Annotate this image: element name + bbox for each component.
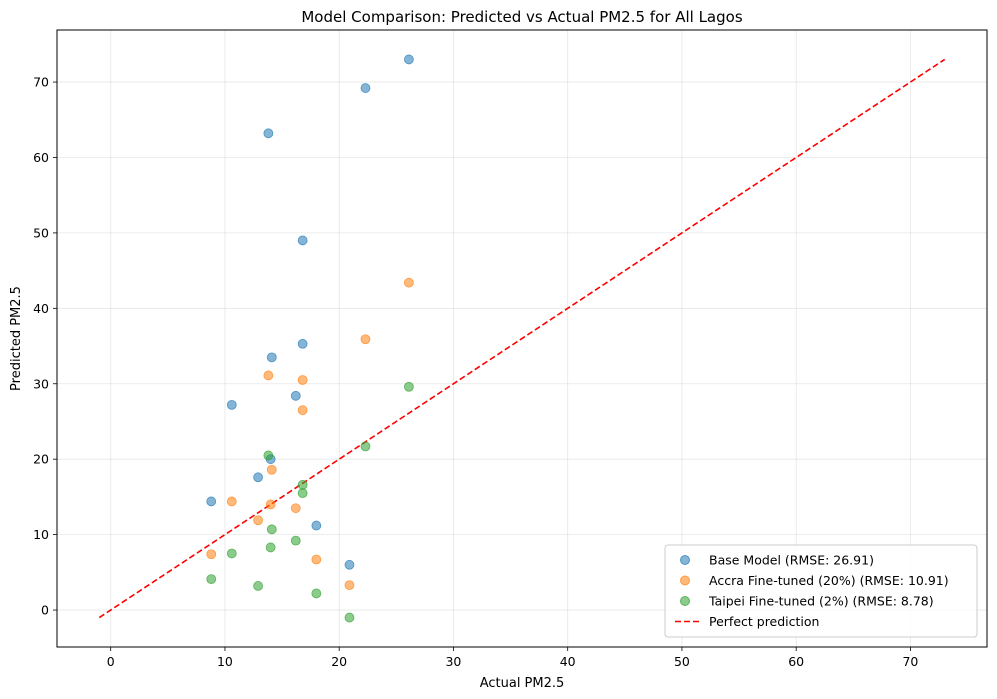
- reference-line-layer: [98, 58, 946, 619]
- legend-marker: [680, 596, 690, 606]
- y-tick-label: 10: [33, 527, 49, 542]
- series-0-point: [311, 520, 322, 531]
- legend-label: Perfect prediction: [709, 614, 819, 629]
- legend-marker: [680, 555, 690, 565]
- y-tick-label: 30: [33, 376, 49, 391]
- series-2-point: [265, 542, 276, 553]
- series-2-point: [297, 488, 308, 499]
- legend: Base Model (RMSE: 26.91) Accra Fine-tuned…: [664, 544, 978, 638]
- series-2-point: [360, 441, 371, 452]
- series-0-point: [226, 399, 237, 410]
- series-2-point: [403, 381, 414, 392]
- series-2-point: [297, 479, 308, 490]
- x-tick-label: 60: [788, 654, 804, 669]
- y-tick-label: 70: [33, 75, 49, 90]
- x-axis-label: Actual PM2.5: [480, 676, 565, 691]
- series-1-point: [253, 515, 263, 526]
- series-1-point: [360, 334, 371, 345]
- y-tick-label: 40: [33, 301, 49, 316]
- series-2-point: [206, 574, 217, 585]
- chart-title: Model Comparison: Predicted vs Actual PM…: [301, 8, 742, 26]
- x-axis-ticks: 0 10 20 30 40 50 60 70: [107, 647, 918, 669]
- series-0-point: [344, 559, 355, 570]
- data-points-layer: [206, 54, 414, 623]
- series-1-point: [297, 405, 308, 416]
- series-1-point: [265, 499, 276, 510]
- series-1-point: [266, 464, 277, 475]
- y-axis-ticks: 0 10 20 30 40 50 60 70: [33, 75, 57, 618]
- series-0-point: [263, 128, 274, 139]
- x-tick-label: 70: [902, 654, 918, 669]
- y-axis-label: Predicted PM2.5: [9, 286, 24, 391]
- legend-marker: [680, 575, 690, 586]
- series-1-point: [226, 496, 237, 507]
- series-2-point: [263, 450, 274, 461]
- series-0-point: [297, 235, 308, 246]
- series-0-point: [403, 54, 414, 65]
- series-0-point: [253, 472, 263, 483]
- x-tick-label: 0: [107, 654, 115, 669]
- x-tick-label: 20: [331, 654, 347, 669]
- plot-frame: [56, 29, 988, 648]
- series-2-point: [226, 548, 237, 559]
- series-2-point: [253, 581, 263, 591]
- series-0-point: [360, 83, 371, 93]
- x-tick-label: 10: [217, 654, 233, 669]
- series-1-point: [311, 554, 322, 565]
- series-2-point: [311, 588, 322, 599]
- series-1-point: [206, 549, 217, 560]
- x-tick-label: 40: [560, 654, 576, 669]
- y-tick-label: 50: [33, 225, 49, 240]
- series-0-point: [206, 496, 217, 507]
- y-tick-label: 0: [41, 603, 49, 618]
- series-1-point: [403, 277, 414, 288]
- legend-box: [664, 544, 978, 638]
- series-1-point: [263, 370, 274, 381]
- series-0-point: [266, 352, 277, 363]
- series-1-point: [344, 580, 355, 591]
- grid-lines: [57, 30, 987, 647]
- x-tick-label: 30: [445, 654, 461, 669]
- legend-label: Base Model (RMSE: 26.91): [709, 553, 874, 568]
- series-0-point: [297, 338, 308, 349]
- x-tick-label: 50: [674, 654, 690, 669]
- legend-label: Accra Fine-tuned (20%) (RMSE: 10.91): [709, 573, 949, 588]
- series-0-point: [290, 390, 301, 401]
- series-1-point: [290, 503, 301, 514]
- legend-label: Taipei Fine-tuned (2%) (RMSE: 8.78): [708, 594, 934, 609]
- perfect-prediction-line: [98, 58, 946, 619]
- y-tick-label: 20: [33, 452, 49, 467]
- y-tick-label: 60: [33, 150, 49, 165]
- series-2-point: [266, 524, 277, 535]
- series-2-point: [344, 612, 355, 623]
- series-1-point: [297, 375, 308, 385]
- series-2-point: [290, 535, 301, 546]
